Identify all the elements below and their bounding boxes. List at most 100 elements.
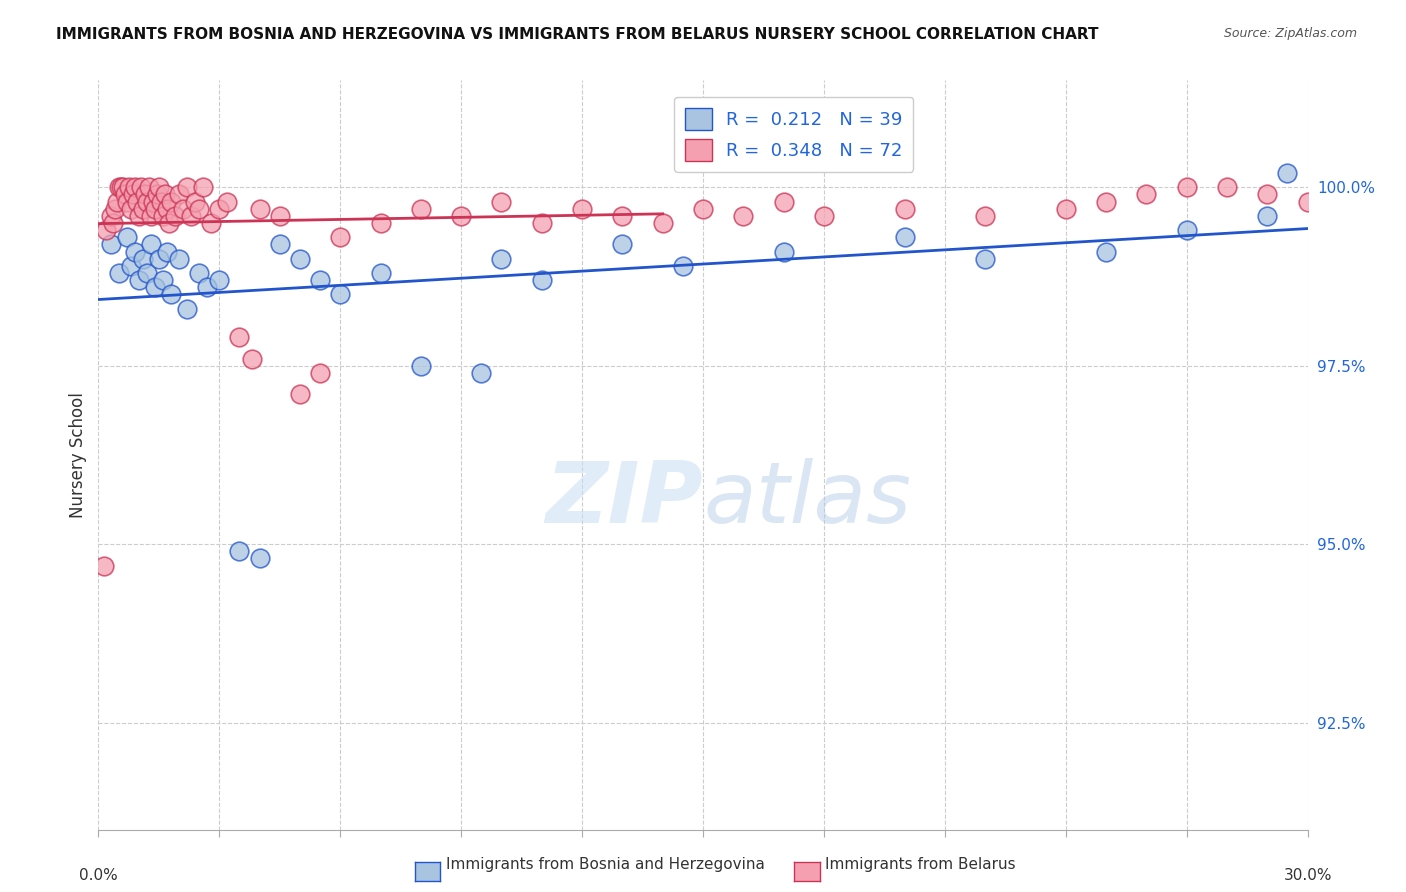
Point bbox=[309, 273, 332, 287]
Point bbox=[128, 209, 150, 223]
Point bbox=[1095, 244, 1118, 259]
Point bbox=[125, 194, 148, 209]
Point bbox=[148, 180, 170, 194]
Point bbox=[329, 287, 352, 301]
Point bbox=[100, 237, 122, 252]
Point bbox=[269, 237, 291, 252]
Point bbox=[132, 202, 155, 216]
Point bbox=[139, 237, 162, 252]
Point bbox=[148, 252, 170, 266]
Point bbox=[100, 209, 122, 223]
Point bbox=[101, 216, 124, 230]
Point bbox=[156, 244, 179, 259]
Point bbox=[167, 252, 190, 266]
Point bbox=[114, 187, 136, 202]
Text: Immigrants from Bosnia and Herzegovina: Immigrants from Bosnia and Herzegovina bbox=[446, 857, 765, 872]
Point bbox=[370, 266, 392, 280]
Point bbox=[118, 180, 141, 194]
Point bbox=[217, 194, 239, 209]
Point bbox=[208, 202, 231, 216]
Point bbox=[135, 194, 157, 209]
Point bbox=[103, 202, 125, 216]
Point bbox=[491, 194, 513, 209]
Point bbox=[121, 187, 143, 202]
Text: 0.0%: 0.0% bbox=[79, 869, 118, 883]
Point bbox=[1095, 194, 1118, 209]
Point bbox=[110, 180, 132, 194]
Point bbox=[128, 273, 150, 287]
Point bbox=[163, 209, 186, 223]
Point bbox=[160, 194, 183, 209]
Point bbox=[772, 194, 794, 209]
Point bbox=[491, 252, 513, 266]
Point bbox=[138, 180, 160, 194]
Point bbox=[176, 301, 198, 316]
Point bbox=[288, 387, 311, 401]
Point bbox=[288, 252, 311, 266]
Point bbox=[530, 273, 553, 287]
Point bbox=[571, 202, 593, 216]
Point bbox=[120, 202, 142, 216]
Point bbox=[450, 209, 472, 223]
Text: Source: ZipAtlas.com: Source: ZipAtlas.com bbox=[1223, 27, 1357, 40]
Point bbox=[530, 216, 553, 230]
Text: 30.0%: 30.0% bbox=[1284, 869, 1331, 883]
Y-axis label: Nursery School: Nursery School bbox=[69, 392, 87, 518]
Point bbox=[240, 351, 263, 366]
Point bbox=[149, 194, 172, 209]
Point bbox=[893, 230, 915, 244]
Point bbox=[153, 187, 176, 202]
Point bbox=[1135, 187, 1157, 202]
Point bbox=[1175, 223, 1198, 237]
Point bbox=[228, 544, 250, 558]
Point bbox=[1175, 180, 1198, 194]
Point bbox=[93, 558, 115, 573]
Point bbox=[160, 287, 183, 301]
Point bbox=[120, 259, 142, 273]
Point bbox=[139, 209, 162, 223]
Text: ZIP: ZIP bbox=[546, 458, 703, 541]
Point bbox=[893, 202, 915, 216]
Point bbox=[1054, 202, 1077, 216]
Point bbox=[1277, 166, 1299, 180]
Point bbox=[107, 266, 129, 280]
Point bbox=[96, 223, 118, 237]
Point bbox=[143, 280, 166, 294]
Point bbox=[772, 244, 794, 259]
Point bbox=[152, 209, 174, 223]
Point bbox=[111, 180, 134, 194]
Point bbox=[172, 202, 194, 216]
Point bbox=[180, 209, 202, 223]
Point bbox=[132, 252, 155, 266]
Point bbox=[228, 330, 250, 344]
Point bbox=[176, 180, 198, 194]
Text: atlas: atlas bbox=[703, 458, 911, 541]
Point bbox=[692, 202, 714, 216]
Text: Immigrants from Belarus: Immigrants from Belarus bbox=[825, 857, 1017, 872]
Point bbox=[470, 366, 492, 380]
Point bbox=[167, 187, 190, 202]
Point bbox=[208, 273, 231, 287]
Point bbox=[107, 180, 129, 194]
Point bbox=[612, 209, 634, 223]
Point bbox=[188, 202, 211, 216]
Point bbox=[1256, 209, 1278, 223]
Point bbox=[409, 359, 432, 373]
Point bbox=[193, 180, 215, 194]
Point bbox=[974, 209, 997, 223]
Point bbox=[157, 216, 180, 230]
Point bbox=[143, 202, 166, 216]
Point bbox=[612, 237, 634, 252]
Point bbox=[200, 216, 222, 230]
Point bbox=[1216, 180, 1239, 194]
Point bbox=[651, 216, 673, 230]
Point bbox=[188, 266, 211, 280]
Point bbox=[733, 209, 755, 223]
Point bbox=[329, 230, 352, 244]
Point bbox=[1256, 187, 1278, 202]
Point bbox=[249, 551, 271, 566]
Point bbox=[370, 216, 392, 230]
Point bbox=[672, 259, 695, 273]
Point bbox=[269, 209, 291, 223]
Point bbox=[134, 187, 156, 202]
